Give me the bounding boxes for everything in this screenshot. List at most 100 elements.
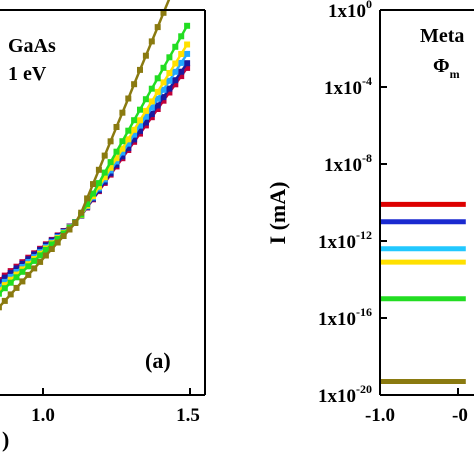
left-series-marker <box>184 41 191 48</box>
left-series-marker <box>119 138 126 145</box>
right-y-tick-base: 1x10 <box>318 232 356 253</box>
right-y-tick-exponent: -12 <box>356 228 372 242</box>
left-series-marker <box>137 127 143 134</box>
panel-label-a: (a) <box>145 348 171 373</box>
right-y-tick-exponent: -8 <box>362 151 372 165</box>
left-panel: 1.0 1.5 ) GaAs 1 eV (a) <box>0 0 206 452</box>
left-series-marker <box>166 70 173 76</box>
left-series-marker <box>119 149 126 156</box>
left-series-marker <box>142 107 149 114</box>
left-series-6 <box>0 0 171 311</box>
left-series-marker <box>13 284 20 291</box>
left-series-marker <box>178 73 185 80</box>
left-series-marker <box>7 270 14 277</box>
left-series-marker <box>54 239 61 246</box>
left-series-marker <box>42 246 49 253</box>
left-series-marker <box>142 113 149 120</box>
left-series-marker <box>184 50 191 57</box>
right-y-tick-exponent: -20 <box>356 382 372 396</box>
left-series-marker <box>95 183 102 190</box>
left-series-marker <box>125 140 132 147</box>
left-annotation-material: GaAs <box>8 35 56 57</box>
left-series-marker <box>1 278 8 285</box>
left-series-marker <box>184 64 191 71</box>
left-series-marker <box>137 117 143 124</box>
left-series-marker <box>84 201 91 208</box>
left-series-marker <box>178 33 185 40</box>
left-series-marker <box>119 153 126 160</box>
left-series-marker <box>178 59 185 66</box>
left-series-marker <box>148 98 155 105</box>
right-x-tick-label: -0 <box>452 405 468 426</box>
left-series-marker <box>1 297 8 304</box>
left-series-marker <box>172 77 179 84</box>
left-series-marker <box>101 169 108 176</box>
left-series-marker <box>37 252 44 259</box>
left-series-marker <box>119 109 126 116</box>
left-series-marker <box>131 126 138 133</box>
right-y-axis-title: I (mA) <box>265 182 290 245</box>
left-series-marker <box>148 85 155 92</box>
left-series-marker <box>154 106 161 112</box>
left-series-marker <box>142 96 149 103</box>
left-series-marker <box>113 148 120 155</box>
left-x-axis-title: ) <box>2 427 9 452</box>
right-y-tick-exponent: -4 <box>362 74 372 88</box>
right-y-tick-label: 1x100 <box>328 0 372 22</box>
left-series-marker <box>13 274 20 281</box>
right-y-tick-label: 1x10-8 <box>324 151 372 176</box>
left-series-marker <box>1 285 8 292</box>
left-series-marker <box>113 158 120 165</box>
left-series-marker <box>160 79 167 86</box>
right-y-tick-exponent: -16 <box>356 305 372 319</box>
left-series-marker <box>137 122 143 129</box>
left-series-marker <box>125 136 132 143</box>
left-series-marker <box>178 68 185 75</box>
left-series-marker <box>90 181 96 188</box>
right-annotation-phi: Φm <box>433 55 460 81</box>
right-series-group <box>380 201 466 385</box>
right-annotation-metal: Meta <box>420 25 464 47</box>
left-series-marker <box>154 88 161 95</box>
left-series-marker <box>178 51 185 57</box>
left-series-marker <box>142 52 149 59</box>
left-series-marker <box>148 111 155 117</box>
left-series-marker <box>172 43 179 50</box>
left-series-marker <box>0 279 2 286</box>
left-series-marker <box>148 38 155 45</box>
left-series-marker <box>148 104 155 111</box>
left-series-marker <box>166 54 173 61</box>
left-series-marker <box>95 180 102 187</box>
left-series-marker <box>101 174 108 181</box>
left-series-marker <box>131 81 138 88</box>
right-y-tick-exponent: 0 <box>366 0 372 11</box>
left-series-marker <box>66 226 73 233</box>
left-series-marker <box>160 97 167 104</box>
right-y-tick-base: 1x10 <box>318 309 356 330</box>
left-series-marker <box>137 66 143 73</box>
left-series-marker <box>154 95 161 102</box>
left-series-marker <box>54 236 61 242</box>
left-series-marker <box>113 124 120 130</box>
right-y-tick-label: 1x10-16 <box>318 305 372 330</box>
left-series-marker <box>160 94 167 101</box>
left-series-marker <box>95 166 102 173</box>
left-series-marker <box>19 260 26 267</box>
right-y-tick-base: 1x10 <box>318 386 356 407</box>
left-series-marker <box>172 81 179 88</box>
left-series-marker <box>131 117 138 124</box>
left-series-marker <box>19 268 26 275</box>
left-series-marker <box>48 241 55 248</box>
left-series-marker <box>78 209 85 216</box>
right-y-tick-label: 1x10-20 <box>318 382 372 407</box>
left-series-marker <box>113 155 120 162</box>
left-series-marker <box>0 304 2 311</box>
left-series-marker <box>131 131 138 138</box>
left-series-marker <box>107 159 114 166</box>
left-series-marker <box>31 265 38 272</box>
left-series-marker <box>48 246 55 252</box>
left-series-1 <box>0 64 191 284</box>
left-series-marker <box>119 145 126 152</box>
